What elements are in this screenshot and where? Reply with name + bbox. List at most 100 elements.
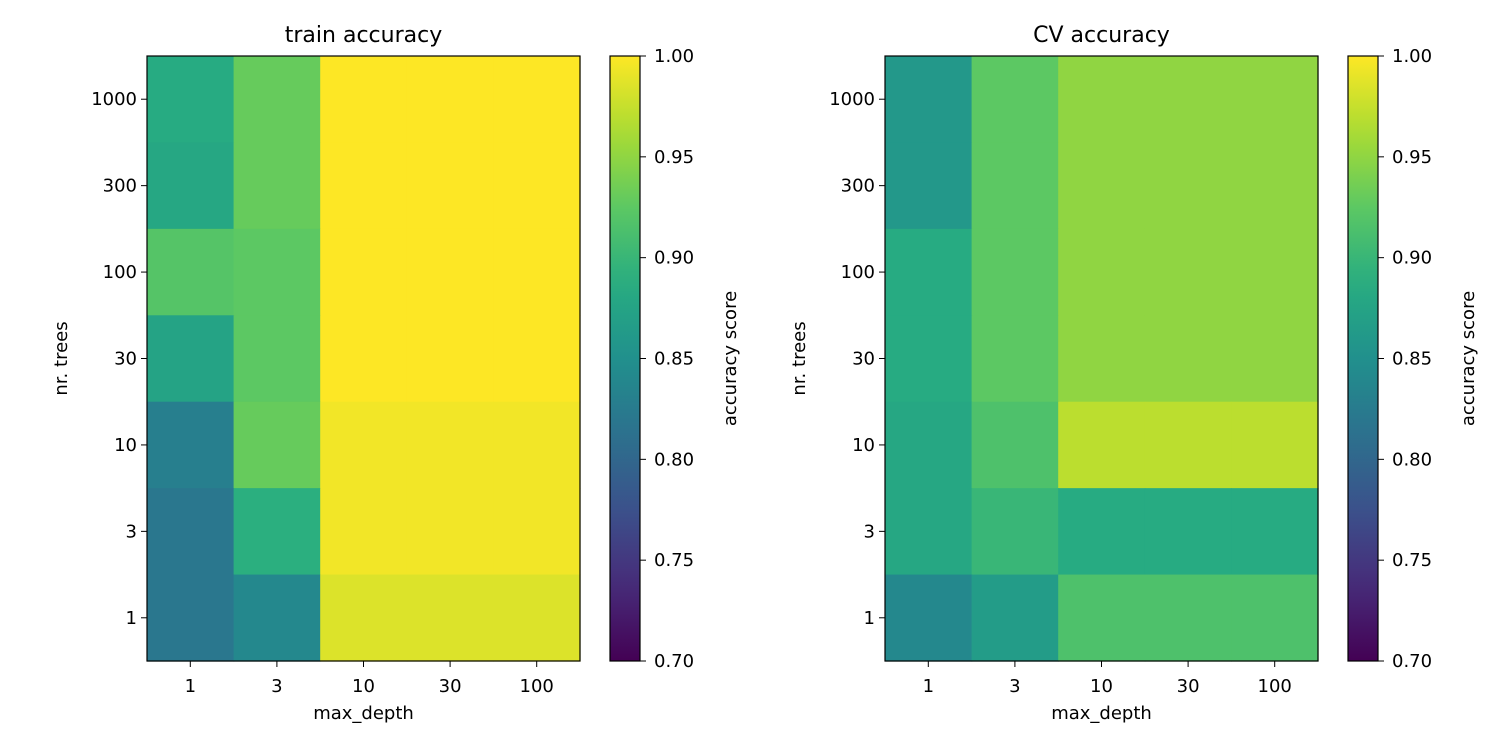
colorbar-label-0: accuracy score [720, 291, 741, 426]
y-tick-label-1-3: 30 [852, 349, 875, 370]
heatmap-cell-1-5-2 [1058, 488, 1146, 576]
heatmap-cell-1-0-2 [1058, 56, 1146, 144]
y-tick-label-0-2: 100 [103, 262, 137, 283]
heatmap-cell-1-5-3 [1144, 488, 1232, 576]
heatmap-cell-1-4-3 [1144, 401, 1232, 489]
x-tick-label-1-3: 30 [1177, 676, 1200, 697]
x-tick-label-0-0: 1 [185, 676, 196, 697]
heatmap-cell-0-0-3 [406, 56, 494, 144]
y-tick-label-0-5: 3 [126, 521, 137, 542]
heatmap-cell-0-4-4 [493, 401, 581, 489]
heatmap-cell-1-6-3 [1144, 574, 1232, 662]
heatmap-cell-0-6-4 [493, 574, 581, 662]
y-axis-label-0: nr. trees [51, 321, 72, 395]
x-tick-label-1-2: 10 [1090, 676, 1113, 697]
colorbar-label-1: accuracy score [1458, 291, 1479, 426]
heatmap-cell-0-6-1 [233, 574, 321, 662]
heatmap-cell-0-4-0 [147, 401, 235, 489]
x-tick-label-0-3: 30 [439, 676, 462, 697]
heatmap-cell-1-2-2 [1058, 228, 1146, 316]
heatmap-cell-0-5-4 [493, 488, 581, 576]
heatmap-cell-1-0-4 [1231, 56, 1319, 144]
colorbar-tick-label-0-1: 0.75 [654, 550, 694, 571]
heatmap-cell-0-4-1 [233, 401, 321, 489]
heatmap-cell-0-0-0 [147, 56, 235, 144]
heatmap-cell-1-5-0 [885, 488, 973, 576]
heatmap-cell-0-2-3 [406, 228, 494, 316]
heatmap-cell-1-1-2 [1058, 142, 1146, 230]
heatmap-cell-1-5-4 [1231, 488, 1319, 576]
heatmap-cell-1-6-4 [1231, 574, 1319, 662]
colorbar-tick-label-1-3: 0.85 [1392, 349, 1432, 370]
heatmap-cell-0-5-3 [406, 488, 494, 576]
heatmap-cell-1-6-0 [885, 574, 973, 662]
heatmap-cell-0-6-0 [147, 574, 235, 662]
heatmap-cell-0-4-3 [406, 401, 494, 489]
heatmap-cell-0-1-2 [320, 142, 408, 230]
heatmap-cell-0-1-3 [406, 142, 494, 230]
heatmap-cell-1-4-2 [1058, 401, 1146, 489]
heatmap-cell-1-4-1 [971, 401, 1059, 489]
heatmap-cell-0-6-2 [320, 574, 408, 662]
heatmap-cell-1-1-0 [885, 142, 973, 230]
colorbar-0 [609, 55, 641, 662]
heatmap-cell-1-3-1 [971, 315, 1059, 403]
heatmap-cell-0-5-2 [320, 488, 408, 576]
heatmap-cell-1-4-0 [885, 401, 973, 489]
heatmap-cell-0-3-0 [147, 315, 235, 403]
colorbar-tick-label-1-2: 0.80 [1392, 449, 1432, 470]
chart-title-1: CV accuracy [1033, 23, 1170, 48]
heatmap-cell-1-1-1 [971, 142, 1059, 230]
heatmap-cell-1-5-1 [971, 488, 1059, 576]
x-tick-label-1-1: 3 [1009, 676, 1020, 697]
y-tick-label-1-1: 300 [841, 176, 875, 197]
heatmap-cell-0-1-1 [233, 142, 321, 230]
x-tick-label-0-2: 10 [352, 676, 375, 697]
heatmap-cell-1-1-4 [1231, 142, 1319, 230]
heatmap-cell-0-0-2 [320, 56, 408, 144]
heatmap-cell-0-0-4 [493, 56, 581, 144]
colorbar-tick-label-1-1: 0.75 [1392, 550, 1432, 571]
colorbar-tick-label-0-2: 0.80 [654, 449, 694, 470]
colorbar-tick-label-1-4: 0.90 [1392, 248, 1432, 269]
x-axis-label-0: max_depth [313, 703, 414, 724]
colorbar-tick-label-1-0: 0.70 [1392, 651, 1432, 672]
heatmap-cell-0-5-0 [147, 488, 235, 576]
heatmap-cell-1-4-4 [1231, 401, 1319, 489]
heatmap-cell-0-3-2 [320, 315, 408, 403]
heatmap-cell-1-0-3 [1144, 56, 1232, 144]
y-tick-label-0-6: 1 [126, 608, 137, 629]
heatmap-cell-0-1-0 [147, 142, 235, 230]
heatmap-cell-1-3-4 [1231, 315, 1319, 403]
heatmap-cell-0-2-1 [233, 228, 321, 316]
x-tick-label-0-1: 3 [271, 676, 282, 697]
x-tick-label-1-4: 100 [1258, 676, 1292, 697]
heatmap-cell-0-4-2 [320, 401, 408, 489]
colorbar-tick-label-0-3: 0.85 [654, 349, 694, 370]
y-tick-label-1-6: 1 [864, 608, 875, 629]
y-tick-label-0-0: 1000 [91, 89, 137, 110]
heatmap-cell-1-3-3 [1144, 315, 1232, 403]
heatmap-cell-0-3-3 [406, 315, 494, 403]
heatmap-cell-1-6-1 [971, 574, 1059, 662]
heatmap-cell-1-3-2 [1058, 315, 1146, 403]
y-tick-label-0-1: 300 [103, 176, 137, 197]
y-tick-label-1-0: 1000 [829, 89, 875, 110]
heatmap-cell-1-2-0 [885, 228, 973, 316]
heatmap-cell-1-2-1 [971, 228, 1059, 316]
heatmap-cell-0-1-4 [493, 142, 581, 230]
y-tick-label-1-4: 10 [852, 435, 875, 456]
heatmap-cell-1-2-3 [1144, 228, 1232, 316]
y-tick-label-1-5: 3 [864, 521, 875, 542]
heatmap-cell-0-3-4 [493, 315, 581, 403]
heatmap-cell-0-2-0 [147, 228, 235, 316]
colorbar-tick-label-0-5: 0.95 [654, 147, 694, 168]
x-axis-label-1: max_depth [1051, 703, 1152, 724]
colorbar-tick-label-0-4: 0.90 [654, 248, 694, 269]
heatmap-cell-0-2-2 [320, 228, 408, 316]
heatmap-cell-1-0-1 [971, 56, 1059, 144]
colorbar-tick-label-1-5: 0.95 [1392, 147, 1432, 168]
heatmap-cell-0-5-1 [233, 488, 321, 576]
heatmap-cell-0-0-1 [233, 56, 321, 144]
